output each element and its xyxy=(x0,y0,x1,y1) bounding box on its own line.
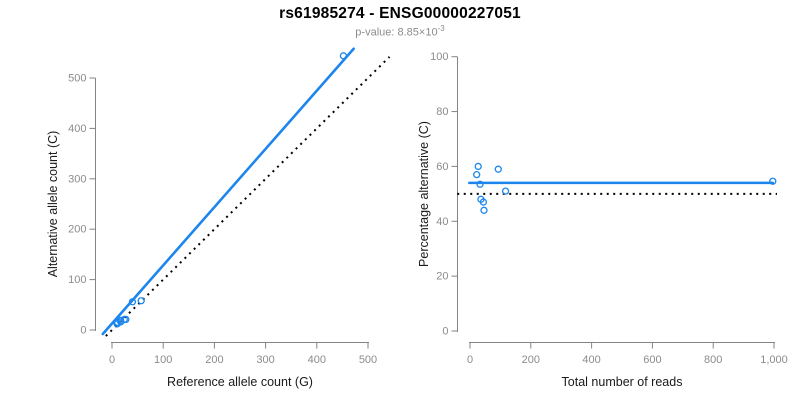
data-point xyxy=(476,180,484,188)
y-tick-label: 500 xyxy=(68,73,86,85)
identity-line xyxy=(105,56,391,337)
y-tick-label: 20 xyxy=(436,271,448,283)
x-tick-label: 200 xyxy=(205,354,223,366)
y-tick-label: 0 xyxy=(442,326,448,338)
y-axis-title: Alternative allele count (C) xyxy=(46,131,60,278)
x-tick-label: 1,000 xyxy=(760,354,788,366)
data-point xyxy=(769,177,777,185)
data-point xyxy=(473,170,481,179)
data-point xyxy=(494,165,502,173)
data-point xyxy=(128,298,137,306)
y-tick-label: 60 xyxy=(436,161,448,173)
y-tick-label: 100 xyxy=(430,51,448,63)
data-point xyxy=(479,198,488,206)
y-tick-label: 0 xyxy=(80,325,86,337)
percentage-vs-depth-panel: 0 20 40 60 80 100 0 200 400 600 800 1,000 Total numb… xyxy=(417,51,788,389)
y-tick-label: 200 xyxy=(68,224,86,236)
x-tick-label: 300 xyxy=(256,354,274,366)
data-point xyxy=(501,187,510,195)
pvalue-exponent: -3 xyxy=(437,24,445,33)
y-tick-label: 80 xyxy=(436,106,448,118)
plot-subtitle: p-value: 8.85×10-3 xyxy=(0,24,800,39)
x-tick-label: 400 xyxy=(582,354,600,366)
y-tick-label: 400 xyxy=(68,123,86,135)
allele-counts-panel: 0 100 200 300 400 500 0 100 200 300 400 500 Referenc… xyxy=(46,47,391,389)
y-axis-title: Percentage alternative (C) xyxy=(417,121,431,267)
x-tick-label: 800 xyxy=(704,354,722,366)
x-tick-label: 0 xyxy=(109,354,115,366)
y-tick-label: 300 xyxy=(68,173,86,185)
fitted-ratio-line xyxy=(101,47,355,336)
data-point xyxy=(480,206,488,214)
x-tick-label: 500 xyxy=(359,354,377,366)
x-tick-label: 100 xyxy=(154,354,172,366)
plot-title: rs61985274 - ENSG00000227051 xyxy=(279,5,521,22)
x-tick-label: 0 xyxy=(467,354,473,366)
x-axis-title: Total number of reads xyxy=(562,375,683,389)
data-point xyxy=(117,316,125,325)
pvalue-text: p-value: 8.85×10 xyxy=(355,26,438,39)
x-tick-label: 200 xyxy=(522,354,540,366)
y-tick-label: 40 xyxy=(436,216,448,228)
x-tick-label: 400 xyxy=(308,354,326,366)
x-axis-title: Reference allele count (G) xyxy=(167,375,313,389)
data-point xyxy=(122,315,130,324)
data-point xyxy=(474,162,482,171)
y-tick-label: 100 xyxy=(68,274,86,286)
x-tick-label: 600 xyxy=(643,354,661,366)
data-point xyxy=(137,297,145,305)
data-point xyxy=(339,52,348,60)
